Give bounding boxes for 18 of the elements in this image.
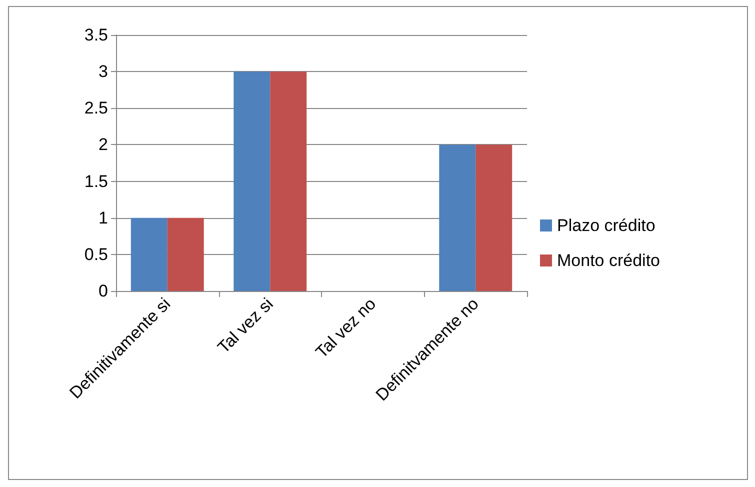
bar [130,218,168,291]
bar [270,72,307,291]
y-tick-label: 0 [98,282,108,300]
bar [167,218,204,291]
y-tick-label: 1.5 [84,172,108,191]
y-tick-label: 2.5 [84,98,108,118]
legend-label: Plazo crédito [557,216,656,235]
y-tick-label: 1 [98,208,108,228]
y-tick-label: 2 [98,135,108,154]
legend-label: Monto crédito [557,251,660,270]
bar [476,144,512,291]
y-tick-label: 3.5 [84,26,108,44]
x-tick-label: Tal vez no [312,294,380,362]
y-tick-label: 3 [98,62,108,82]
bar [234,72,270,291]
x-tick-label: Tal vez si [214,294,277,358]
bar [439,144,476,291]
y-tick-label: 0.5 [84,244,108,264]
